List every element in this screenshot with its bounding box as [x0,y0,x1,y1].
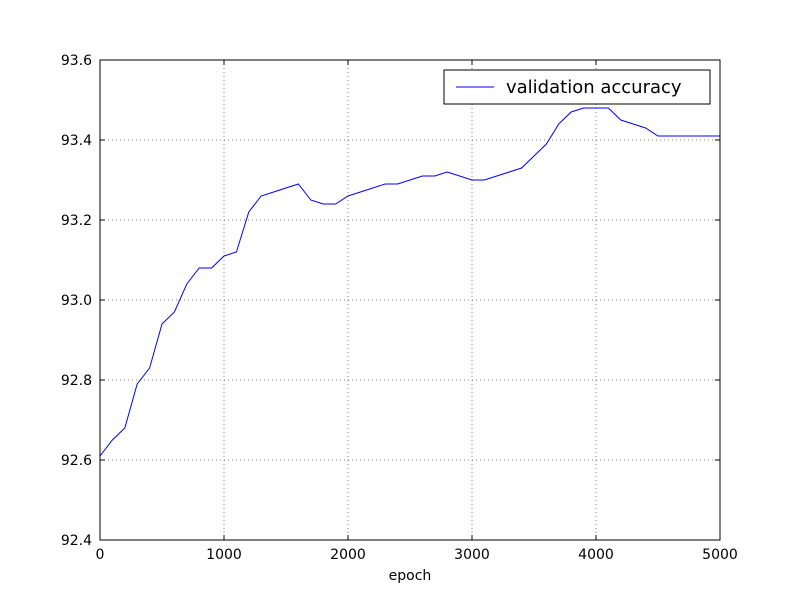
series-line-validation-accuracy [99,107,720,457]
x-axis-title: epoch [389,568,432,584]
x-tick-label: 0 [96,547,105,563]
y-tick-label: 93.0 [61,293,92,309]
legend: validation accuracy [443,69,711,105]
series-layer [99,107,720,457]
x-tick-label: 4000 [578,547,614,563]
y-tick-label: 93.6 [61,53,92,69]
y-tick-label: 93.2 [61,213,92,229]
y-tick-label: 92.6 [61,453,92,469]
x-tick-label: 3000 [454,547,490,563]
x-tick-label: 1000 [206,547,242,563]
tick-marks [99,59,721,541]
x-tick-label: 2000 [330,547,366,563]
y-tick-label: 93.4 [61,133,92,149]
grid-lines [100,60,720,540]
legend-label: validation accuracy [506,77,682,98]
y-tick-label: 92.8 [61,373,92,389]
tick-labels: 0 1000 2000 3000 4000 5000 92.4 92.6 92.8 93.0 93.… [61,53,738,563]
y-tick-label: 92.4 [61,533,92,549]
x-tick-label: 5000 [702,547,738,563]
